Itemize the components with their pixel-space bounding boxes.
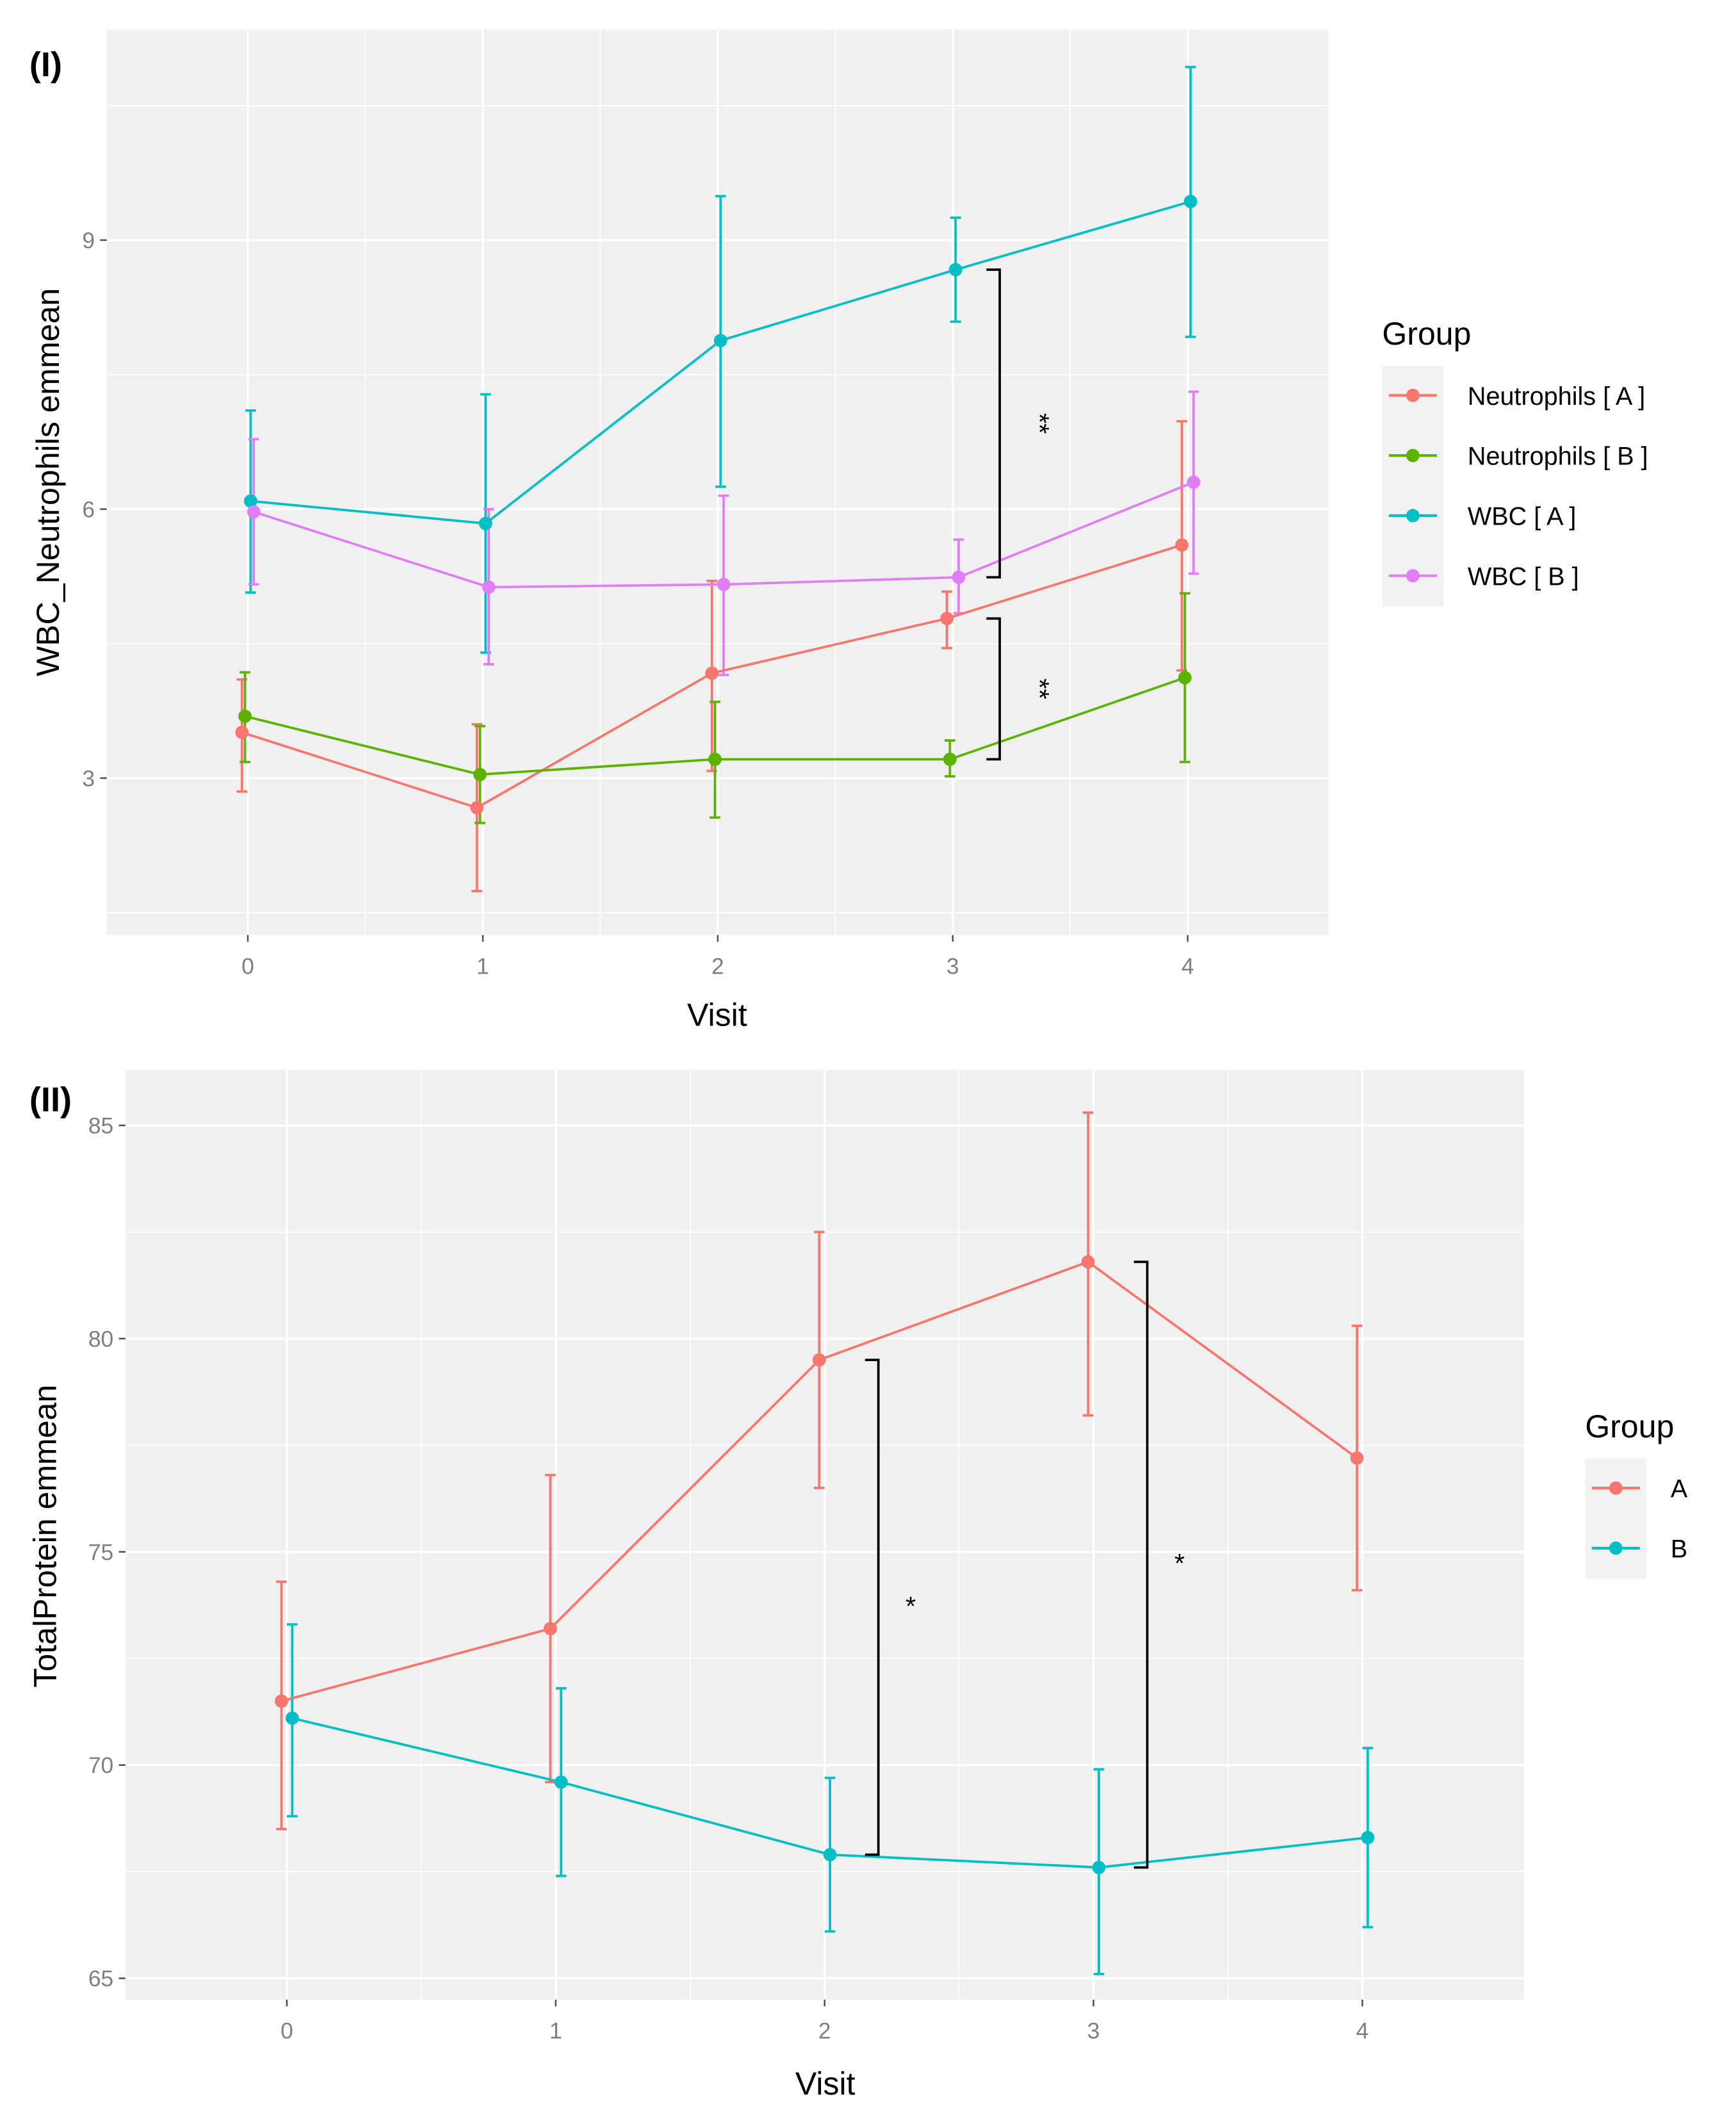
legend: Group A B — [1585, 1409, 1688, 1579]
x-axis: 0 1 2 3 4 — [280, 1999, 1369, 2043]
data-point — [1361, 1831, 1375, 1845]
x-tick-label: 4 — [1181, 953, 1194, 979]
legend-key-point — [1406, 509, 1420, 523]
legend-title: Group — [1382, 316, 1471, 352]
significance-label: ** — [1025, 413, 1055, 434]
x-tick-label: 2 — [818, 2018, 831, 2043]
data-point — [473, 767, 487, 781]
y-axis-title: WBC_Neutrophils emmean — [30, 288, 66, 676]
data-point — [1175, 538, 1189, 552]
legend-key-point — [1406, 448, 1420, 462]
data-point — [1081, 1255, 1095, 1269]
y-axis: 3 6 9 — [82, 227, 107, 791]
x-tick-label: 3 — [946, 953, 959, 979]
legend-key-point — [1609, 1481, 1623, 1495]
data-point — [823, 1848, 837, 1861]
y-tick-label: 3 — [82, 765, 95, 791]
data-point — [717, 577, 731, 591]
data-point — [285, 1711, 299, 1725]
data-point — [952, 570, 966, 584]
data-point — [705, 666, 719, 680]
panel-label: (II) — [29, 1081, 72, 1119]
legend: Group Neutrophils [ A ] Neutrophils [ B ] W… — [1382, 316, 1648, 607]
y-tick-label: 9 — [82, 227, 95, 253]
significance-bracket — [986, 617, 1002, 761]
data-point — [948, 263, 962, 277]
series-points — [275, 1255, 1375, 1874]
y-tick-label: 80 — [88, 1326, 113, 1352]
series-points — [235, 195, 1201, 815]
x-tick-label: 3 — [1087, 2018, 1100, 2043]
x-tick-label: 2 — [711, 953, 724, 979]
legend-title: Group — [1585, 1409, 1674, 1444]
data-point — [713, 334, 727, 348]
x-axis-title: Visit — [795, 2066, 856, 2102]
gridlines — [106, 29, 1329, 935]
data-point — [708, 752, 722, 766]
y-tick-label: 65 — [88, 1966, 113, 1991]
data-point — [554, 1775, 568, 1789]
x-axis: 0 1 2 3 4 — [241, 935, 1194, 979]
legend-label: Neutrophils [ A ] — [1468, 382, 1645, 411]
x-tick-label: 0 — [241, 953, 254, 979]
data-point — [943, 752, 957, 766]
x-axis-title: Visit — [687, 997, 747, 1033]
significance-bracket — [1133, 1261, 1149, 1869]
y-tick-label: 70 — [88, 1753, 113, 1778]
x-tick-label: 1 — [476, 953, 489, 979]
significance-label: * — [1174, 1548, 1185, 1578]
significance-bracket — [864, 1359, 880, 1856]
significance-annotations: ** ** — [986, 268, 1055, 761]
y-tick-label: 75 — [88, 1539, 113, 1565]
data-point — [275, 1694, 288, 1708]
significance-bracket — [986, 268, 1002, 579]
data-point — [470, 801, 484, 815]
data-point — [940, 612, 954, 626]
data-point — [544, 1622, 557, 1636]
significance-label: ** — [1025, 678, 1055, 699]
x-tick-label: 1 — [549, 2018, 562, 2043]
legend-label: A — [1671, 1475, 1688, 1503]
y-tick-label: 6 — [82, 496, 95, 522]
data-point — [1178, 671, 1192, 685]
legend-key-point — [1406, 569, 1420, 583]
data-point — [1350, 1451, 1364, 1465]
legend-label: WBC [ B ] — [1468, 562, 1579, 591]
data-point — [1183, 195, 1197, 209]
data-point — [1187, 475, 1201, 489]
gridlines — [126, 1070, 1524, 2000]
significance-annotations: ** — [864, 1261, 1185, 1869]
legend-key-background — [1382, 366, 1444, 607]
data-point — [235, 725, 249, 739]
legend-label: B — [1671, 1535, 1687, 1564]
data-point — [478, 516, 492, 530]
legend-key-background — [1585, 1458, 1647, 1579]
legend-label: WBC [ A ] — [1468, 503, 1576, 531]
data-point — [482, 580, 496, 594]
data-point — [238, 709, 252, 723]
significance-label: * — [905, 1591, 916, 1621]
panel-label: (I) — [29, 45, 62, 84]
x-tick-label: 0 — [280, 2018, 293, 2043]
data-point — [1092, 1861, 1106, 1874]
legend-key-point — [1406, 388, 1420, 402]
y-tick-label: 85 — [88, 1113, 113, 1138]
x-tick-label: 4 — [1356, 2018, 1369, 2043]
data-point — [243, 494, 257, 508]
data-point — [812, 1353, 826, 1367]
data-point — [247, 505, 261, 519]
panel-i: (I) ** ** 3 6 9 0 1 2 3 4 Visit WBC_Neutrophils… — [29, 29, 1648, 1033]
y-axis: 65 70 75 80 85 — [88, 1113, 126, 1991]
legend-label: Neutrophils [ B ] — [1468, 443, 1648, 471]
y-axis-title: TotalProtein emmean — [28, 1385, 63, 1688]
legend-key-point — [1609, 1541, 1623, 1555]
